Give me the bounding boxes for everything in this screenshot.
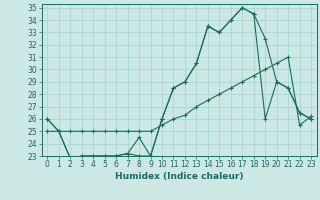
X-axis label: Humidex (Indice chaleur): Humidex (Indice chaleur): [115, 172, 244, 181]
